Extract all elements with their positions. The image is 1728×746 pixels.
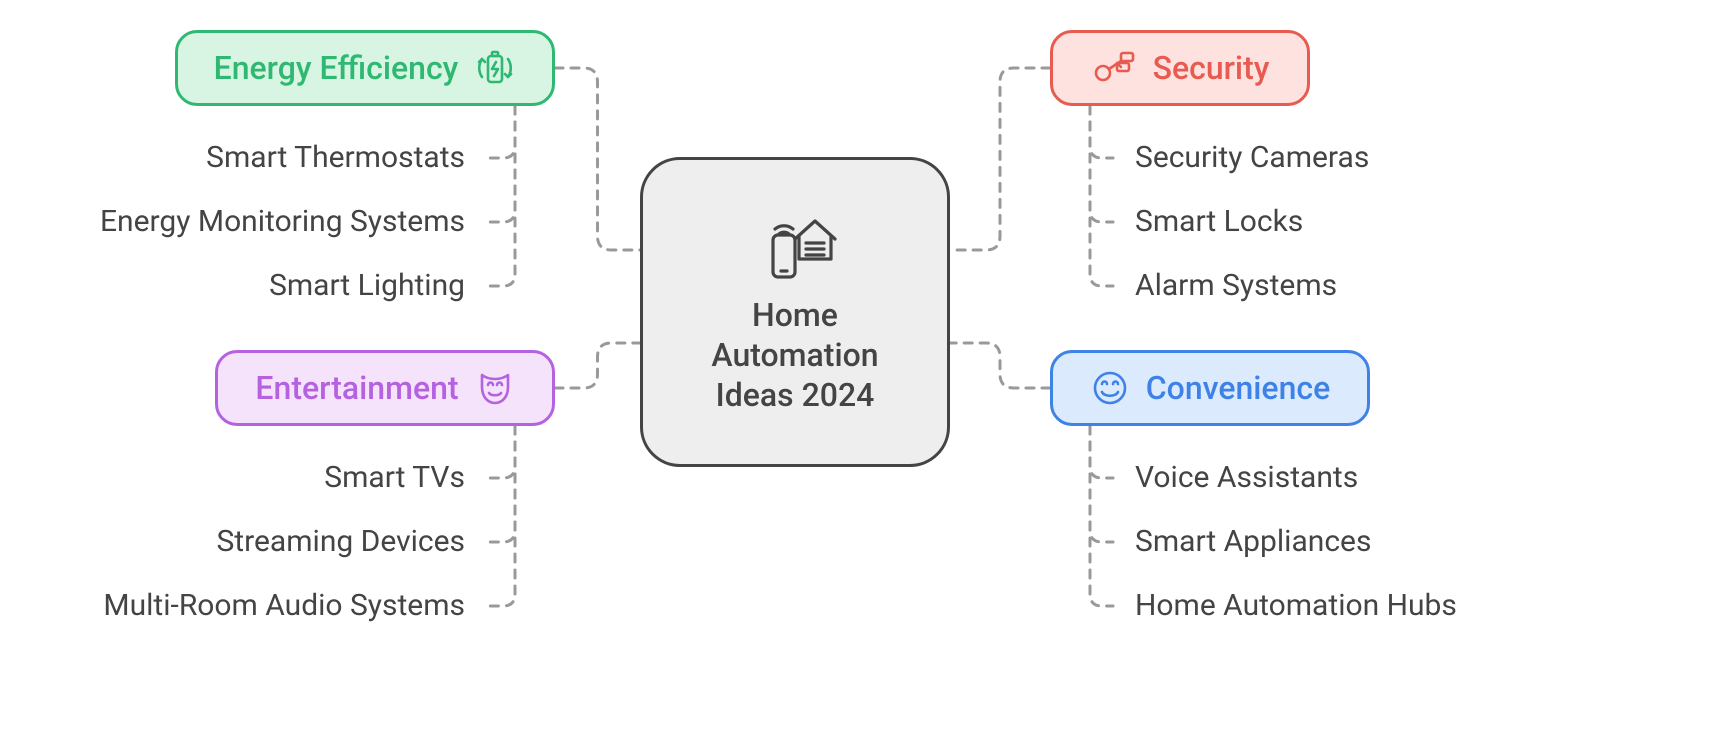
leaf-ent-0: Smart TVs xyxy=(324,460,465,495)
battery-eco-icon xyxy=(474,47,516,89)
branch-security-label: Security xyxy=(1153,49,1270,87)
lock-key-icon xyxy=(1091,47,1137,89)
leaf-security-0: Security Cameras xyxy=(1135,140,1369,175)
branch-convenience-label: Convenience xyxy=(1146,369,1330,407)
leaf-conv-2: Home Automation Hubs xyxy=(1135,588,1457,623)
branch-entertainment-label: Entertainment xyxy=(255,369,458,407)
leaf-ent-2: Multi-Room Audio Systems xyxy=(103,588,465,623)
branch-convenience: Convenience xyxy=(1050,350,1370,426)
leaf-conv-1: Smart Appliances xyxy=(1135,524,1371,559)
branch-security: Security xyxy=(1050,30,1310,106)
smiley-icon xyxy=(1090,368,1130,408)
leaf-energy-1: Energy Monitoring Systems xyxy=(100,204,465,239)
branch-energy: Energy Efficiency xyxy=(175,30,555,106)
branch-energy-label: Energy Efficiency xyxy=(214,49,459,87)
leaf-security-1: Smart Locks xyxy=(1135,204,1303,239)
leaf-energy-0: Smart Thermostats xyxy=(206,140,465,175)
leaf-ent-1: Streaming Devices xyxy=(216,524,465,559)
center-title: Home Automation Ideas 2024 xyxy=(711,295,878,415)
smart-home-icon xyxy=(749,209,841,287)
drama-mask-icon xyxy=(475,367,515,409)
center-node: Home Automation Ideas 2024 xyxy=(640,157,950,467)
leaf-energy-2: Smart Lighting xyxy=(269,268,465,303)
branch-entertainment: Entertainment xyxy=(215,350,555,426)
leaf-conv-0: Voice Assistants xyxy=(1135,460,1358,495)
leaf-security-2: Alarm Systems xyxy=(1135,268,1337,303)
